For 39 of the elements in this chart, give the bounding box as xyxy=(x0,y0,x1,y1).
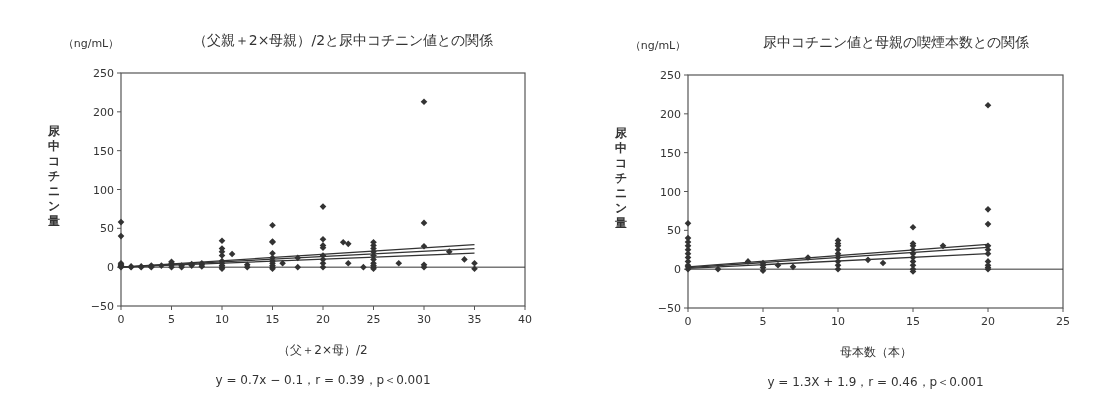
text: y = 1.3X + 1.9，r = 0.46，p＜0.001 xyxy=(767,375,984,389)
y-tick-label: −50 xyxy=(90,300,114,313)
y-tick-label: 100 xyxy=(660,185,681,199)
x-tick-label: 0 xyxy=(117,313,125,326)
x-tick-label: 40 xyxy=(518,313,532,326)
y-axis-title: 尿中コチニン量 xyxy=(614,126,628,230)
y-tick-label: 150 xyxy=(660,146,681,160)
text: y = 0.7x − 0.1，r = 0.39，p＜0.001 xyxy=(215,373,431,387)
x-tick-label: 15 xyxy=(265,313,280,326)
text: （ng/mL） xyxy=(62,37,120,50)
y-tick-label: 0 xyxy=(674,263,681,277)
y-tick-label: 0 xyxy=(107,261,114,275)
y-tick-label: 100 xyxy=(93,183,114,197)
x-axis-title: （父＋2×母）/2 xyxy=(278,343,368,357)
chart-title: （父親＋2×母親）/2と尿中コチニン値との関係 xyxy=(192,32,494,48)
x-tick-label: 25 xyxy=(1056,315,1070,328)
x-tick-label: 20 xyxy=(316,313,330,326)
x-tick-label: 30 xyxy=(417,313,431,326)
y-tick-label: 150 xyxy=(93,144,114,158)
x-tick-label: 5 xyxy=(168,313,175,326)
chart-title: 尿中コチニン値と母親の喫煙本数との関係 xyxy=(762,34,1029,50)
x-tick-label: 20 xyxy=(981,315,995,328)
x-tick-label: 5 xyxy=(759,315,767,328)
x-tick-label: 25 xyxy=(366,313,381,326)
x-tick-label: 0 xyxy=(684,315,692,328)
x-tick-label: 35 xyxy=(467,313,482,326)
x-tick-label: 10 xyxy=(215,313,229,326)
y-tick-label: 200 xyxy=(660,107,681,121)
y-tick-label: 250 xyxy=(93,67,114,80)
y-tick-label: 250 xyxy=(660,69,681,82)
y-tick-label: 50 xyxy=(100,222,114,236)
x-tick-label: 15 xyxy=(906,315,920,328)
y-tick-label: −50 xyxy=(657,302,681,315)
y-tick-label: 50 xyxy=(667,224,681,238)
y-axis-title: 尿中コチニン量 xyxy=(47,124,61,228)
y-tick-label: 200 xyxy=(93,105,114,119)
x-tick-label: 10 xyxy=(831,315,845,328)
x-axis-title: 母本数（本） xyxy=(839,345,912,359)
text: （ng/mL） xyxy=(629,39,687,52)
